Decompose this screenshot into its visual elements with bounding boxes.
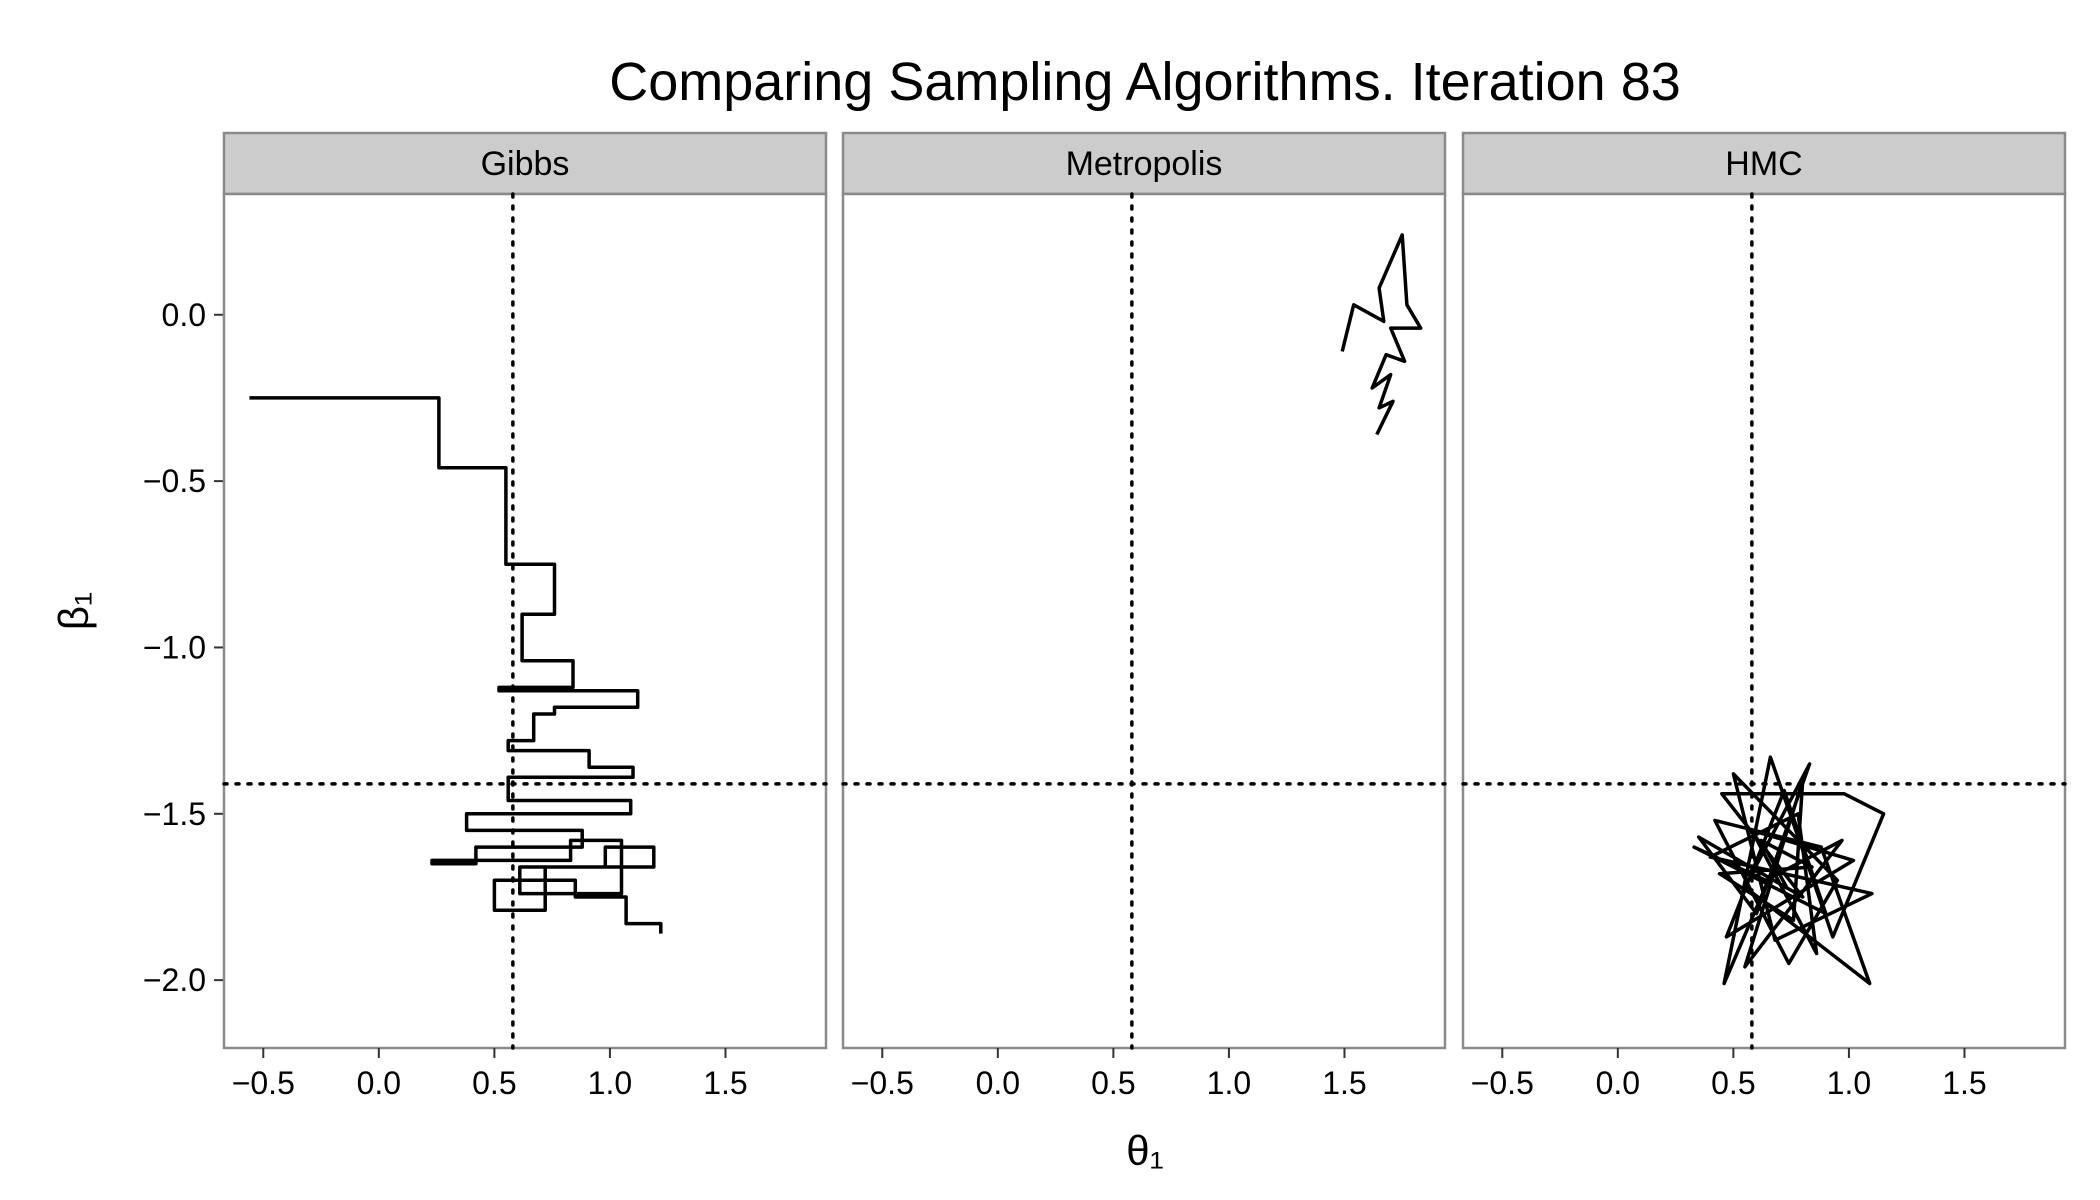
panel — [222, 192, 828, 1050]
x-axis-label: θ₁ — [1126, 1127, 1164, 1174]
x-tick-label: −0.5 — [851, 1065, 914, 1101]
x-tick-label: 0.5 — [1711, 1065, 1755, 1101]
y-axis-label: β₁ — [50, 592, 97, 630]
x-tick-label: 1.5 — [1942, 1065, 1986, 1101]
x-tick-label: 1.5 — [703, 1065, 747, 1101]
x-tick-label: 0.5 — [1091, 1065, 1135, 1101]
x-tick-label: 1.0 — [1207, 1065, 1251, 1101]
x-tick-label: 0.0 — [357, 1065, 401, 1101]
x-tick-label: 1.0 — [1827, 1065, 1871, 1101]
y-tick-label: −1.0 — [143, 629, 206, 665]
panel — [1461, 192, 2067, 1050]
x-tick-label: 1.0 — [588, 1065, 632, 1101]
strip-label: Metropolis — [1066, 145, 1223, 183]
trace-line — [1340, 233, 1423, 436]
x-tick-label: −0.5 — [232, 1065, 295, 1101]
strip — [222, 131, 828, 196]
y-tick-label: −0.5 — [143, 463, 206, 499]
x-tick-label: 0.0 — [976, 1065, 1020, 1101]
y-tick-label: 0.0 — [162, 297, 206, 333]
x-tick-label: 0.5 — [472, 1065, 516, 1101]
strip-label: HMC — [1725, 145, 1802, 183]
x-tick-label: 1.5 — [1322, 1065, 1366, 1101]
strip — [841, 131, 1447, 196]
strip-label: Gibbs — [481, 145, 570, 183]
x-tick-label: 0.0 — [1596, 1065, 1640, 1101]
trace-line — [249, 396, 663, 934]
strip — [1461, 131, 2067, 196]
trace-line — [1692, 755, 1886, 986]
x-tick-label: −0.5 — [1471, 1065, 1534, 1101]
chart-title: Comparing Sampling Algorithms. Iteration… — [609, 52, 1681, 112]
y-tick-label: −2.0 — [143, 962, 206, 998]
panel — [841, 192, 1447, 1050]
y-tick-label: −1.5 — [143, 796, 206, 832]
